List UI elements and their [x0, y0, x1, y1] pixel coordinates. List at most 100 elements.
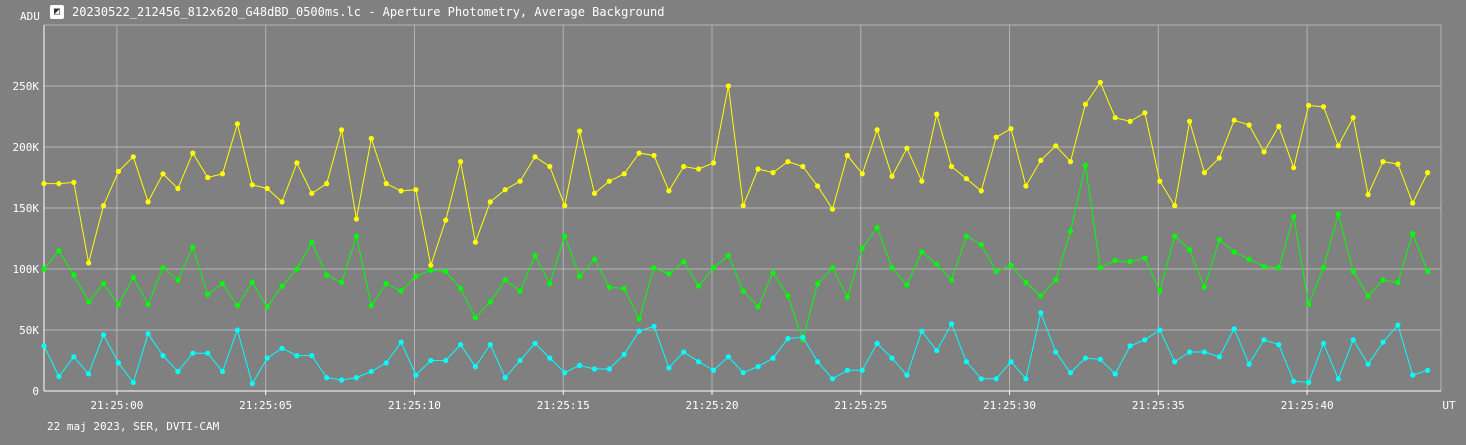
series-3-point: [621, 351, 627, 357]
series-2-point: [368, 303, 374, 309]
series-2-point: [710, 265, 717, 271]
series-2-point: [443, 268, 449, 274]
series-2-point: [978, 242, 984, 248]
series-2-point: [41, 266, 47, 272]
series-2-point: [1023, 279, 1029, 285]
series-2-point: [755, 304, 761, 310]
series-3-point: [710, 367, 717, 373]
series-2-point: [219, 281, 226, 287]
series-1-point: [517, 178, 523, 184]
series-1-point: [562, 203, 568, 209]
series-3-point: [1187, 349, 1193, 355]
series-2-point: [115, 301, 121, 307]
series-3-point: [1067, 370, 1074, 376]
series-1-point: [205, 174, 211, 181]
series-3-point: [577, 362, 583, 368]
x-tick-label: 21:25:00: [90, 399, 143, 412]
series-2-point: [681, 259, 687, 265]
series-3-point: [1246, 361, 1252, 367]
series-2-point: [249, 279, 255, 285]
series-3-point: [1350, 337, 1356, 343]
series-2-point: [413, 273, 419, 279]
series-3-point: [1395, 322, 1401, 328]
series-3-point: [353, 375, 359, 381]
y-tick-label: 0: [32, 385, 39, 398]
series-1-point: [1127, 118, 1133, 124]
series-3-point: [234, 327, 240, 333]
series-2-point: [577, 273, 583, 279]
footer-caption: 22 maj 2023, SER, DVTI-CAM: [47, 420, 220, 433]
series-2-point: [1201, 284, 1207, 290]
series-3-point: [1216, 354, 1222, 360]
series-2-point: [86, 299, 92, 305]
series-2-point: [487, 299, 493, 305]
series-1-point: [100, 203, 107, 209]
series-3-point: [591, 366, 598, 372]
series-1-point: [919, 178, 925, 184]
series-2-point: [1157, 288, 1163, 294]
x-axis-unit-label: UT: [1442, 399, 1456, 412]
series-2-point: [904, 282, 910, 288]
series-2-point: [517, 288, 523, 294]
series-1-point: [948, 163, 955, 170]
series-2-point: [1172, 233, 1178, 239]
series-1-point: [1172, 203, 1178, 209]
series-3-point: [339, 377, 345, 383]
series-3-point: [547, 355, 553, 361]
series-3-point: [294, 353, 300, 359]
series-2-point: [56, 248, 62, 254]
series-1-point: [86, 260, 92, 266]
series-3-point: [829, 376, 836, 382]
series-1-point: [1291, 165, 1297, 171]
series-1-point: [160, 171, 166, 177]
series-3-point: [443, 357, 449, 364]
series-2-point: [1410, 231, 1416, 237]
series-2-point: [1187, 246, 1193, 253]
series-3-point: [1112, 371, 1118, 377]
series-1-point: [41, 181, 47, 187]
series-2-point: [1395, 279, 1401, 285]
series-1-point: [755, 166, 761, 172]
series-2-point: [160, 265, 166, 271]
series-2-point: [1067, 228, 1074, 234]
series-1-point: [1008, 126, 1014, 132]
series-3-point: [1335, 376, 1341, 382]
series-1-point: [502, 187, 508, 193]
series-1-point: [1365, 192, 1371, 198]
series-2-point: [100, 281, 107, 287]
series-3-point: [487, 342, 493, 348]
series-2-point: [309, 239, 315, 245]
series-2-point: [919, 249, 925, 255]
series-1-point: [1410, 200, 1416, 206]
series-2-point: [398, 288, 404, 294]
series-3-point: [383, 360, 389, 366]
series-2-point: [1231, 249, 1237, 255]
series-1-point: [636, 150, 642, 156]
series-3-point: [219, 368, 226, 375]
series-3-point: [1201, 349, 1207, 355]
series-1-point: [398, 188, 404, 194]
series-1-point: [666, 188, 672, 194]
series-3-point: [115, 360, 121, 366]
series-1-point: [1023, 183, 1029, 189]
series-2-point: [1008, 262, 1014, 268]
series-2-point: [1425, 268, 1431, 274]
series-1-point: [1112, 115, 1118, 121]
series-3-point: [1127, 343, 1133, 349]
series-3-point: [279, 345, 285, 351]
y-tick-label: 150K: [13, 202, 40, 215]
series-3-point: [532, 340, 538, 346]
series-2-point: [324, 272, 330, 278]
series-3-point: [904, 372, 910, 378]
series-3-point: [993, 376, 999, 382]
series-1-point: [1187, 118, 1193, 124]
series-2-point: [562, 233, 568, 239]
series-3-point: [1261, 337, 1267, 343]
series-2-point: [1038, 293, 1044, 299]
lightcurve-app-icon[interactable]: ◩: [50, 5, 64, 19]
series-1-point: [234, 121, 240, 127]
series-1-point: [219, 171, 226, 177]
series-1-point: [1350, 115, 1356, 121]
series-3-point: [249, 381, 255, 387]
